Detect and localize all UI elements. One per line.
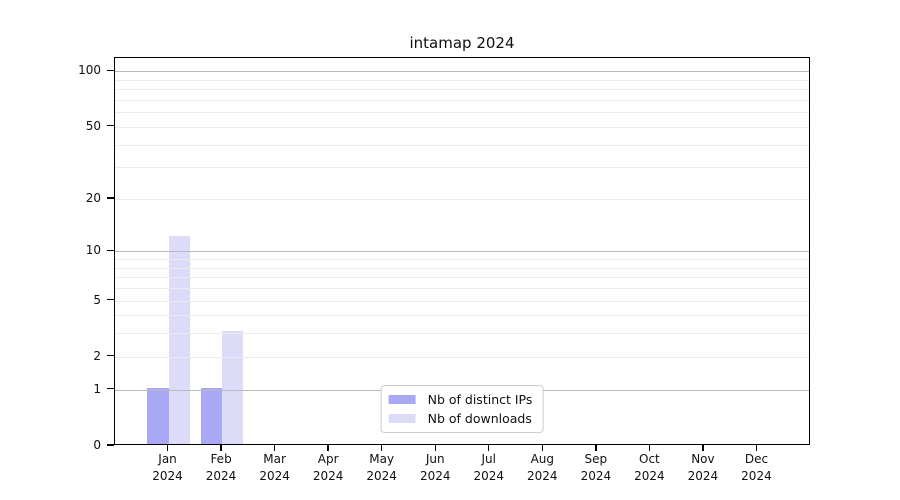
x-tick-label-dec: Dec 2024 [741,452,772,483]
minor-gridline-9 [115,259,809,261]
minor-gridline-2 [115,356,809,358]
minor-gridline-3 [115,333,809,335]
y-tick-label-0: 0 [93,438,101,452]
minor-gridline-7 [115,277,809,279]
y-tick-label-10: 10 [85,243,101,258]
x-tick-label-sep: Sep 2024 [580,452,612,483]
x-tick-label-oct: Oct 2024 [634,452,665,483]
y-tick-50 [107,125,114,127]
bar-nb-of-distinct-ips-feb [200,387,223,444]
y-tick-5 [107,298,114,301]
bars-layer [115,58,809,444]
x-tick-label-aug: Aug 2024 [527,452,558,483]
x-tick-jan [166,445,169,451]
legend-swatch-downloads-icon [388,414,416,423]
x-tick-jun [434,445,436,451]
x-tick-dec [755,445,758,451]
minor-gridline-90 [115,79,809,81]
x-tick-label-jan: Jan 2024 [152,452,183,483]
y-tick-label-2: 2 [93,348,101,363]
chart-title: intamap 2024 [409,34,515,52]
legend: Nb of distinct IPs Nb of downloads [380,385,544,433]
minor-gridline-30 [115,167,809,169]
x-tick-apr [327,445,329,451]
x-tick-label-feb: Feb 2024 [205,452,237,483]
y-tick-label-1: 1 [93,381,101,396]
y-tick-100 [107,69,114,71]
minor-gridline-40 [115,144,809,146]
x-tick-may [380,445,383,451]
minor-gridline-20 [115,198,809,200]
x-tick-oct [648,445,651,451]
bar-nb-of-downloads-feb [222,331,244,444]
minor-gridline-8 [115,267,809,269]
y-tick-label-50: 50 [85,118,101,133]
minor-gridline-80 [115,89,809,91]
x-tick-aug [541,445,543,451]
minor-gridline-5 [115,300,809,302]
x-tick-label-nov: Nov 2024 [687,452,719,483]
x-tick-jul [488,445,490,451]
bar-nb-of-distinct-ips-jan [147,387,169,444]
x-tick-label-jul: Jul 2024 [473,452,505,483]
major-gridline-10 [115,251,809,253]
x-tick-label-mar: Mar 2024 [259,452,290,483]
minor-gridline-4 [115,315,809,317]
x-tick-label-jun: Jun 2024 [419,452,451,483]
y-tick-label-5: 5 [93,292,101,307]
bar-nb-of-downloads-jan [168,235,190,444]
minor-gridline-6 [115,288,809,290]
legend-label-downloads: Nb of downloads [427,411,532,426]
y-tick-10 [107,249,114,251]
minor-gridline-50 [115,126,809,128]
y-tick-label-20: 20 [85,190,101,205]
y-tick-label-100: 100 [78,63,101,78]
x-tick-mar [273,445,276,451]
x-tick-nov [702,445,704,451]
legend-item-downloads: Nb of downloads [388,411,533,426]
legend-label-distinct-ips: Nb of distinct IPs [427,392,533,407]
minor-gridline-70 [115,99,809,101]
y-tick-2 [107,355,114,357]
x-tick-label-may: May 2024 [366,452,397,483]
major-gridline-100 [115,71,809,73]
x-tick-sep [595,445,597,451]
x-tick-feb [220,445,222,451]
plot-area: Nb of distinct IPs Nb of downloads [114,57,810,445]
legend-swatch-distinct-ips-icon [388,395,416,404]
y-tick-1 [107,388,114,390]
minor-gridline-60 [115,112,809,114]
legend-item-distinct-ips: Nb of distinct IPs [388,392,533,407]
y-tick-20 [107,197,114,199]
y-tick-0 [107,444,114,446]
x-tick-label-apr: Apr 2024 [312,452,344,483]
